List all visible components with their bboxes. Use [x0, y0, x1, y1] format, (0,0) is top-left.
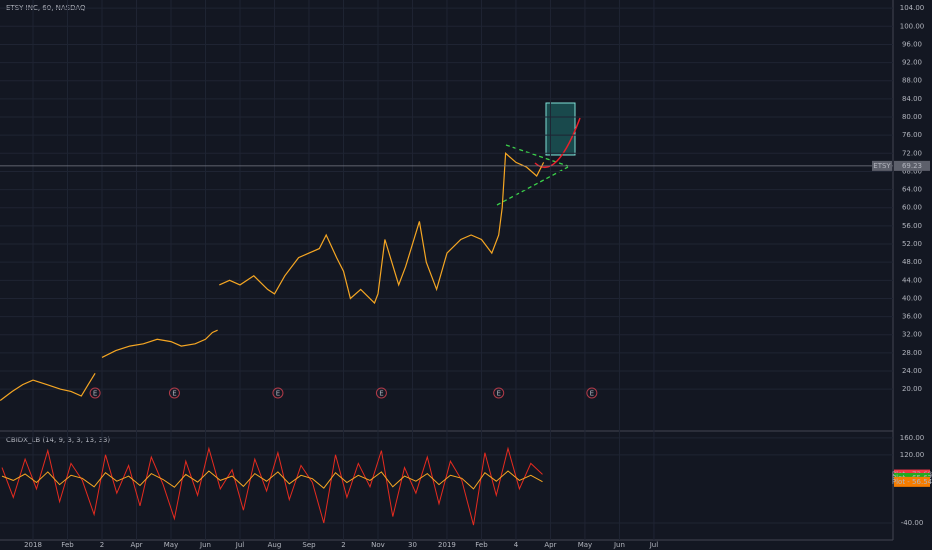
indicator-label: Plot - 56.54	[892, 478, 932, 486]
y-tick-label: 76.00	[902, 131, 922, 139]
earnings-label: E	[496, 390, 500, 398]
y-tick-label: 88.00	[902, 77, 922, 85]
x-tick-label: Apr	[544, 541, 556, 549]
y-tick-label: 60.00	[902, 204, 922, 212]
y-tick-label: 20.00	[902, 385, 922, 393]
x-tick-label: Jun	[199, 541, 211, 549]
y-tick-label: 96.00	[902, 40, 922, 48]
y-tick-label: 24.00	[902, 367, 922, 375]
price-label: 69.23	[902, 162, 922, 170]
earnings-label: E	[172, 390, 176, 398]
x-tick-label: Jul	[235, 541, 245, 549]
indicator-tag	[894, 476, 930, 487]
y-tick-label: -40.00	[901, 519, 924, 527]
earnings-label: E	[379, 390, 383, 398]
earnings-marker	[168, 387, 180, 399]
price-tag	[894, 160, 930, 171]
x-tick-label: May	[164, 541, 178, 549]
y-tick-label: 104.00	[900, 4, 925, 12]
y-tick-label: 120.00	[900, 451, 925, 459]
x-tick-label: Jul	[649, 541, 659, 549]
x-tick-label: 2	[100, 541, 104, 549]
x-tick-label: Jun	[613, 541, 625, 549]
y-tick-label: 44.00	[902, 276, 922, 284]
earnings-label: E	[276, 390, 280, 398]
earnings-label: E	[590, 390, 594, 398]
x-tick-label: 30	[408, 541, 417, 549]
earnings-marker	[375, 387, 387, 399]
y-tick-label: 84.00	[902, 95, 922, 103]
x-tick-label: Apr	[130, 541, 142, 549]
y-tick-label: 48.00	[902, 258, 922, 266]
y-tick-label: 64.00	[902, 186, 922, 194]
y-tick-label: 80.00	[902, 113, 922, 121]
earnings-marker	[272, 387, 284, 399]
x-tick-label: 2	[341, 541, 345, 549]
symbol-tag	[872, 160, 892, 171]
series-line	[0, 152, 545, 401]
y-tick-label: 92.00	[902, 59, 922, 67]
series-line	[1, 446, 543, 526]
symbol-label: ETSY	[873, 162, 891, 170]
y-tick-label: 36.00	[902, 313, 922, 321]
earnings-marker	[493, 387, 505, 399]
x-tick-label: 2018	[24, 541, 42, 549]
y-tick-label: 72.00	[902, 149, 922, 157]
earnings-marker	[586, 387, 598, 399]
x-tick-label: Sep	[302, 541, 316, 549]
y-tick-label: 56.00	[902, 222, 922, 230]
earnings-marker	[89, 387, 101, 399]
y-tick-label: 160.00	[900, 434, 925, 442]
earnings-label: E	[93, 390, 97, 398]
x-tick-label: 4	[514, 541, 519, 549]
x-tick-label: Feb	[61, 541, 74, 549]
y-tick-label: 40.00	[902, 294, 922, 302]
y-tick-label: 28.00	[902, 349, 922, 357]
y-tick-label: 52.00	[902, 240, 922, 248]
series-line	[1, 470, 543, 490]
x-tick-label: Feb	[475, 541, 488, 549]
x-tick-label: May	[578, 541, 592, 549]
y-tick-label: 32.00	[902, 331, 922, 339]
x-tick-label: Aug	[268, 541, 282, 549]
x-tick-label: Nov	[371, 541, 385, 549]
x-tick-label: 2019	[438, 541, 456, 549]
y-tick-label: 68.00	[902, 167, 922, 175]
indicator-title: CBIDX_LB (14, 9, 3, 3, 13, 33)	[6, 436, 110, 444]
y-tick-label: 100.00	[900, 22, 925, 30]
